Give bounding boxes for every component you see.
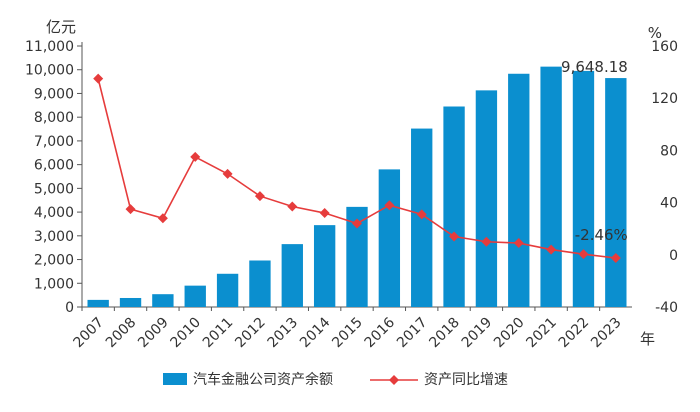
x-tick-label: 2022 xyxy=(556,315,593,352)
legend-line-marker xyxy=(389,375,399,385)
x-tick-label: 2017 xyxy=(394,315,431,352)
bar-2007 xyxy=(87,299,109,307)
bar-2010 xyxy=(184,285,206,307)
bar-2020 xyxy=(508,73,530,307)
growth-marker-2020 xyxy=(513,238,524,249)
growth-marker-2013 xyxy=(287,201,298,212)
legend-line-label: 资产同比增速 xyxy=(424,372,508,388)
right-tick-label: 160 xyxy=(651,39,678,55)
growth-marker-2015 xyxy=(352,218,362,229)
x-tick-label: 2019 xyxy=(459,315,496,352)
bar-2009 xyxy=(152,294,174,307)
growth-marker-2010 xyxy=(190,151,201,162)
left-tick-label: 7,000 xyxy=(34,134,74,150)
growth-marker-2012 xyxy=(254,191,265,202)
x-tick-label: 2014 xyxy=(297,314,334,351)
bar-2021 xyxy=(540,66,562,307)
left-tick-label: 3,000 xyxy=(34,229,74,245)
x-tick-label: 2023 xyxy=(588,315,625,352)
x-tick-label: 2010 xyxy=(168,315,205,352)
bar-2011 xyxy=(216,273,239,307)
right-axis-unit: % xyxy=(648,24,662,42)
legend-layer: 汽车金融公司资产余额 资产同比增速 xyxy=(163,371,508,388)
left-tick-label: 5,000 xyxy=(34,181,74,197)
annotation-label: 9,648.18 xyxy=(561,58,628,76)
growth-marker-2018 xyxy=(449,231,460,242)
line-layer xyxy=(93,73,621,264)
left-tick-label: 10,000 xyxy=(25,63,74,79)
left-tick-label: 8,000 xyxy=(34,110,74,126)
bar-2018 xyxy=(443,106,465,307)
growth-marker-2009 xyxy=(157,213,168,224)
growth-marker-2021 xyxy=(546,244,557,255)
growth-marker-2017 xyxy=(416,209,427,220)
growth-marker-2007 xyxy=(93,73,104,84)
left-tick-label: 1,000 xyxy=(34,276,74,292)
x-tick-label: 2015 xyxy=(329,315,366,352)
bar-2016 xyxy=(378,169,401,307)
growth-marker-2023 xyxy=(610,253,621,264)
bar-2013 xyxy=(281,244,303,307)
x-tick-label: 2007 xyxy=(70,315,107,352)
bar-2022 xyxy=(572,70,595,307)
right-tick-label: 0 xyxy=(669,248,678,264)
x-tick-label: 2008 xyxy=(103,315,140,352)
bar-2012 xyxy=(249,260,271,307)
bar-2015 xyxy=(346,206,368,307)
left-tick-label: 0 xyxy=(65,300,74,316)
right-tick-label: -40 xyxy=(655,300,678,316)
x-tick-label: 2011 xyxy=(200,315,237,352)
x-tick-label: 2013 xyxy=(265,315,302,352)
growth-marker-2019 xyxy=(481,236,492,247)
bar-2023 xyxy=(605,78,627,307)
growth-marker-2016 xyxy=(384,200,395,211)
left-tick-label: 9,000 xyxy=(34,86,74,102)
x-tick-label: 2012 xyxy=(232,315,269,352)
left-tick-label: 2,000 xyxy=(34,253,74,269)
bar-2014 xyxy=(313,225,336,307)
x-axis-unit: 年 xyxy=(640,330,655,348)
growth-marker-2014 xyxy=(319,208,330,219)
bar-2008 xyxy=(119,297,142,307)
x-tick-label: 2020 xyxy=(491,315,528,352)
left-axis-unit: 亿元 xyxy=(46,18,76,36)
annotation-label: -2.46% xyxy=(575,226,628,244)
right-tick-label: 40 xyxy=(660,196,678,212)
x-tick-label: 2021 xyxy=(523,315,560,352)
labels-layer: 9,648.18 -2.46% xyxy=(561,58,628,244)
bars-layer xyxy=(87,66,627,308)
left-tick-label: 6,000 xyxy=(34,158,74,174)
left-tick-label: 4,000 xyxy=(34,205,74,221)
right-tick-label: 80 xyxy=(660,143,678,159)
legend-bar-swatch xyxy=(163,373,187,385)
x-tick-label: 2009 xyxy=(135,315,172,352)
legend-bar-label: 汽车金融公司资产余额 xyxy=(193,371,333,388)
x-tick-label: 2018 xyxy=(426,315,463,352)
growth-marker-2008 xyxy=(125,204,136,215)
bar-2019 xyxy=(475,90,498,308)
left-tick-label: 11,000 xyxy=(25,39,74,55)
growth-marker-2011 xyxy=(222,168,233,179)
growth-marker-2022 xyxy=(578,249,589,260)
x-tick-label: 2016 xyxy=(362,314,399,351)
right-tick-label: 120 xyxy=(651,91,678,107)
